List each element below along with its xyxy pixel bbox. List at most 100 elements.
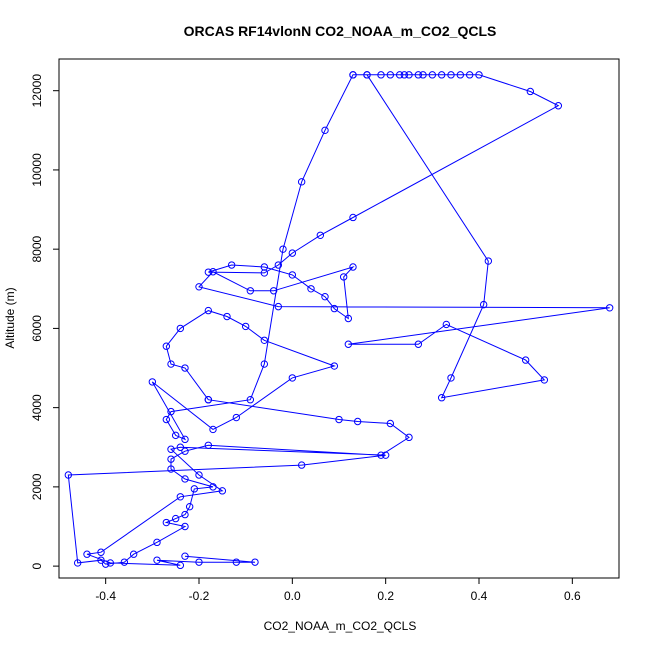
data-point [349,71,357,79]
y-axis-label: Altitude (m) [3,287,17,348]
data-point [190,485,199,493]
data-point [335,415,343,424]
data-point [419,71,427,79]
data-point [129,550,138,558]
x-tick-label: 0.2 [377,589,394,603]
data-point [176,324,185,333]
data-point [227,261,236,269]
series-layer [64,71,614,570]
data-point [246,396,255,404]
data-point [176,443,185,451]
data-point [428,71,437,79]
data-point [274,302,283,311]
data-point [181,522,189,531]
data-point [279,245,287,253]
data-point [540,376,549,384]
data-point [209,268,217,276]
data-point [241,322,250,331]
data-point [321,293,329,301]
data-point [349,213,357,222]
data-point [447,71,455,79]
data-point [176,561,185,570]
data-point [153,556,161,564]
x-tick-label: -0.4 [95,589,116,603]
data-point [330,362,339,370]
data-point [269,287,278,295]
data-point [209,425,217,434]
data-point [400,71,409,79]
data-point [437,394,446,402]
data-point [73,559,82,567]
data-point [297,178,306,186]
y-tick-label: 6000 [30,315,44,342]
data-point [554,102,563,110]
data-point [176,493,185,501]
data-point [120,558,129,566]
data-point [106,559,115,567]
x-axis-label: CO2_NOAA_m_CO2_QCLS [264,619,417,633]
data-point [465,71,474,79]
data-point [377,71,385,79]
x-tick-label: 0.4 [471,589,488,603]
data-point [414,340,423,348]
data-point [162,415,171,424]
data-point [204,441,213,449]
data-point [185,502,194,511]
data-point [405,433,413,442]
data-point [442,320,451,329]
data-point [181,552,189,560]
data-point [171,431,180,440]
data-point [297,461,306,469]
data-point [288,249,297,257]
data-point [321,126,329,135]
data-point [251,558,259,566]
data-point [353,417,362,426]
y-tick-label: 0 [30,562,44,569]
y-tick-label: 12000 [30,74,44,108]
data-point [181,364,189,372]
data-point [405,71,413,79]
data-point [195,558,203,566]
data-point [232,558,241,566]
series-line [67,74,610,566]
data-point [167,445,175,453]
data-point [101,560,110,568]
data-point [274,261,283,269]
data-point [484,257,493,265]
data-point [386,419,395,428]
x-tick-label: 0.0 [284,589,301,603]
chart-title: ORCAS RF14vlonN CO2_NOAA_m_CO2_QCLS [184,23,497,39]
data-point [307,285,315,293]
y-tick-label: 4000 [30,394,44,421]
data-point [246,287,255,295]
data-point [181,510,189,519]
y-tick-label: 8000 [30,235,44,262]
data-point [414,71,423,79]
data-point [377,451,385,459]
data-point [204,396,213,404]
y-axis: 0 2000 4000 6000 8000 10000 12000 [30,74,60,569]
data-point [97,548,105,556]
y-tick-label: 2000 [30,473,44,500]
data-point [344,314,353,323]
data-point [148,378,157,386]
data-point [363,71,371,79]
x-tick-label: -0.2 [189,589,210,603]
data-point [344,340,353,348]
data-point [381,451,390,459]
data-point [218,487,227,495]
data-point [386,71,395,79]
data-point [260,336,269,344]
data-point [171,514,180,523]
data-point [97,556,105,564]
data-point [526,87,535,96]
data-point [209,483,217,491]
data-point [447,374,455,382]
y-tick-label: 10000 [30,153,44,187]
data-point [181,447,189,455]
data-point [153,538,161,547]
data-point [456,71,465,79]
x-axis: -0.4 -0.2 0.0 0.2 0.4 0.6 [95,577,581,603]
data-point [204,268,213,276]
data-point [288,374,297,382]
